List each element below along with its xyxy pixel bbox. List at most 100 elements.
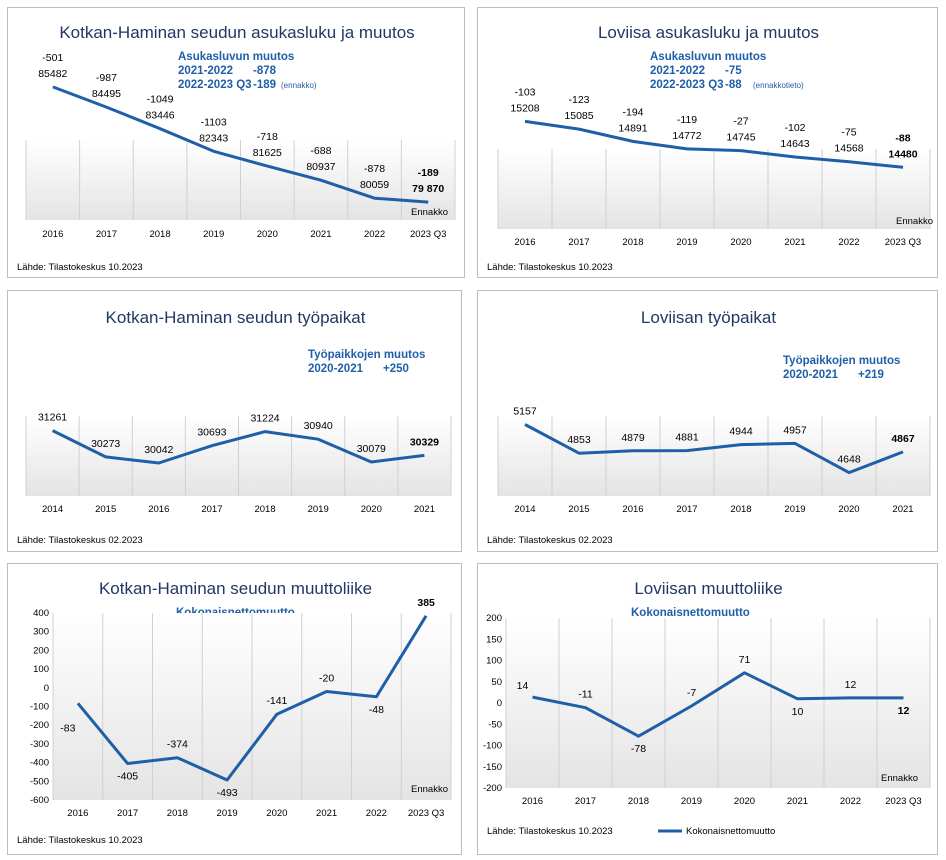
p1-xtick-label: 2016 — [42, 229, 63, 240]
p5-ytick-label: 300 — [33, 627, 49, 638]
p6-source: Lähde: Tilastokeskus 10.2023 — [487, 826, 613, 837]
p4-value-label: 4944 — [729, 426, 753, 438]
p4-value-label: 5157 — [513, 406, 537, 418]
p2-info-note: (ennakkotieto) — [753, 81, 804, 90]
p1-value-label: 84495 — [92, 88, 121, 100]
p5-ytick-label: -200 — [30, 720, 49, 731]
p2-value-label: 14568 — [834, 143, 863, 155]
p6-value-label: -7 — [687, 687, 696, 699]
p5-xtick-label: 2021 — [316, 808, 337, 819]
p5-ytick-label: 0 — [44, 683, 49, 694]
p2-info-heading: Asukasluvun muutos — [650, 51, 766, 63]
p5-series-line — [76, 615, 428, 782]
p3-source: Lähde: Tilastokeskus 02.2023 — [17, 535, 143, 546]
p5-xtick-label: 2019 — [217, 808, 238, 819]
p3-xtick-label: 2020 — [361, 504, 382, 515]
p2-value-label: 14891 — [618, 122, 647, 134]
p4-info-heading: Työpaikkojen muutos — [783, 355, 900, 367]
p3-value-label: 31261 — [38, 412, 67, 424]
p2-xtick-label: 2023 Q3 — [885, 237, 921, 248]
p3-info-period: 2020-2021 — [308, 363, 364, 375]
p1-info-note: (ennakko) — [281, 81, 317, 90]
p2-xtick-label: 2022 — [838, 237, 859, 248]
p3-info-value: +250 — [383, 363, 409, 375]
p2-change-label: -123 — [568, 94, 589, 106]
chart-panel-kotka-jobs: Kotkan-Haminan seudun työpaikat Työpaikko… — [7, 290, 462, 552]
p6-ytick-label: 100 — [486, 656, 502, 667]
p5-ytick-label: 100 — [33, 664, 49, 675]
p2-value-label: 14643 — [780, 138, 809, 150]
p1-change-label: -501 — [42, 52, 63, 64]
p6-value-label: 71 — [739, 654, 751, 666]
p4-xtick-label: 2018 — [730, 504, 751, 515]
p5-value-label: -48 — [369, 704, 384, 716]
p5-ytick-label: -500 — [30, 776, 49, 787]
p1-change-label: -718 — [257, 131, 278, 143]
p2-info-value: -88 — [725, 79, 742, 91]
p1-series-line — [52, 85, 429, 204]
p2-value-label: 15208 — [510, 102, 539, 114]
p2-xtick-label: 2020 — [730, 237, 751, 248]
p1-xtick-label: 2020 — [257, 229, 278, 240]
p3-value-label: 30940 — [304, 420, 333, 432]
p5-value-label: -141 — [266, 695, 287, 707]
p2-change-label: -194 — [622, 106, 643, 118]
p5-source: Lähde: Tilastokeskus 10.2023 — [17, 835, 143, 846]
p1-info-period: 2021-2022 — [178, 65, 233, 77]
p4-xtick-label: 2014 — [514, 504, 535, 515]
p1-value-label: 80937 — [306, 161, 335, 173]
p6-xtick-label: 2016 — [522, 796, 543, 807]
p6-ytick-label: -100 — [483, 741, 502, 752]
p3-value-label: 31224 — [250, 413, 279, 425]
p6-value-label: 12 — [898, 705, 910, 717]
p5-xtick-label: 2023 Q3 — [408, 808, 444, 819]
p5-title: Kotkan-Haminan seudun muuttoliike — [99, 579, 372, 598]
p4-xtick-label: 2015 — [568, 504, 589, 515]
chart-panel-loviisa-jobs: Loviisan työpaikat Työpaikkojen muutos 202… — [477, 290, 938, 552]
p6-value-label: 10 — [792, 706, 804, 718]
p1-value-label: 80059 — [360, 179, 389, 191]
p4-source: Lähde: Tilastokeskus 02.2023 — [487, 535, 613, 546]
p5-ytick-label: -600 — [30, 795, 49, 806]
p3-xtick-label: 2018 — [254, 504, 275, 515]
p5-xtick-label: 2022 — [366, 808, 387, 819]
p4-info-period: 2020-2021 — [783, 369, 839, 381]
p1-value-label: 81625 — [253, 147, 282, 159]
p6-xtick-label: 2023 Q3 — [885, 796, 921, 807]
p2-change-label: -119 — [677, 114, 697, 126]
p1-value-label: 82343 — [199, 132, 228, 144]
p6-ytick-label: -200 — [483, 783, 502, 794]
p1-xtick-label: 2017 — [96, 229, 117, 240]
p1-info-heading: Asukasluvun muutos — [178, 51, 294, 63]
p6-ytick-label: -50 — [488, 719, 502, 730]
p3-xtick-label: 2016 — [148, 504, 169, 515]
p5-value-label: -493 — [217, 787, 238, 799]
p1-info-period: 2022-2023 Q3 — [178, 79, 252, 91]
p5-xtick-label: 2016 — [67, 808, 88, 819]
p6-value-label: 12 — [845, 679, 857, 691]
chart-panel-kotka-population: Kotkan-Haminan seudun asukasluku ja muut… — [7, 7, 465, 278]
p6-title: Loviisan muuttoliike — [634, 579, 782, 598]
p2-info-period: 2022-2023 Q3 — [650, 79, 724, 91]
p4-value-label: 4881 — [675, 432, 699, 444]
p3-info-heading: Työpaikkojen muutos — [308, 349, 425, 361]
p1-info-value: -189 — [253, 79, 276, 91]
chart-panel-kotka-migration: Kotkan-Haminan seudun muuttoliikeKokonai… — [7, 563, 462, 855]
p3-value-label: 30079 — [357, 443, 386, 455]
p5-xtick-label: 2020 — [266, 808, 287, 819]
p5-ennakko-note: Ennakko — [411, 784, 448, 795]
p6-ennakko-note: Ennakko — [881, 773, 918, 784]
p6-xtick-label: 2022 — [840, 796, 861, 807]
p2-title: Loviisa asukasluku ja muutos — [598, 23, 819, 42]
p5-xtick-label: 2017 — [117, 808, 138, 819]
p4-value-label: 4957 — [783, 424, 807, 436]
p5-value-label: -83 — [60, 722, 75, 734]
p4-value-label: 4648 — [837, 454, 861, 466]
p3-xtick-label: 2017 — [201, 504, 222, 515]
p3-xtick-label: 2019 — [308, 504, 329, 515]
p1-change-label: -1049 — [147, 94, 174, 106]
p5-value-label: -20 — [319, 673, 334, 685]
p6-ytick-label: 200 — [486, 613, 502, 624]
p6-ytick-label: 150 — [486, 634, 502, 645]
p4-xtick-label: 2020 — [838, 504, 859, 515]
